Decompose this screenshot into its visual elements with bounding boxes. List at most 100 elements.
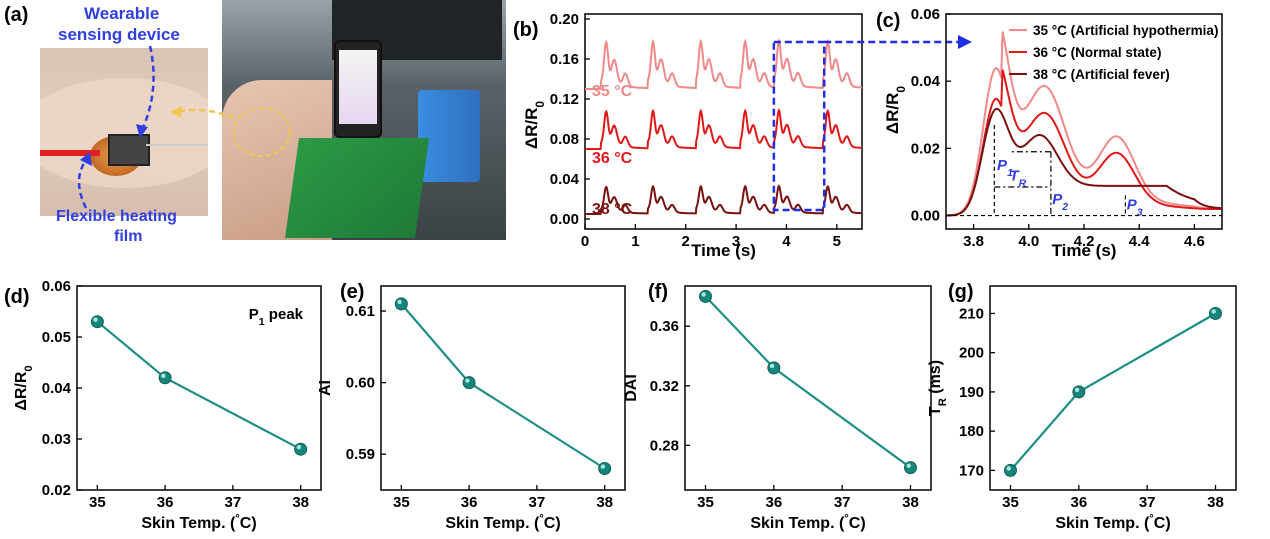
chart-e-xtick-label: 37 bbox=[529, 494, 546, 511]
chart-g-data-point-highlight bbox=[1006, 466, 1011, 471]
chart-b-xtick-label: 5 bbox=[833, 233, 841, 250]
chart-f-xtick-label: 37 bbox=[834, 494, 851, 511]
chart-e-data-point-highlight bbox=[465, 378, 470, 383]
chart-g: (g) 35 36 37 38 170 180 190 200 210 Skin Temp. (°C… bbox=[927, 281, 1237, 532]
chart-d: (d) 35 36 37 38 0.02 0.03 0.04 0.05 0.06 Skin Temp… bbox=[4, 278, 322, 532]
chart-c-series-line bbox=[946, 69, 1222, 217]
chart-e-ytick-label: 0.61 bbox=[346, 303, 375, 320]
chart-e-frame bbox=[380, 285, 626, 491]
chart-b-series-label: 36 °C bbox=[592, 150, 633, 167]
chart-d-data-point bbox=[294, 442, 308, 456]
chart-b-zoom-arrowhead bbox=[958, 35, 972, 49]
chart-e-data-point-highlight bbox=[397, 299, 402, 305]
chart-e-data-point bbox=[462, 376, 476, 390]
chart-b-xlabel: Time (s) bbox=[691, 241, 756, 260]
chart-f-xtick-label: 36 bbox=[765, 494, 782, 511]
chart-g-ytick-label: 170 bbox=[959, 462, 984, 479]
chart-d-data-point-highlight bbox=[296, 445, 302, 450]
chart-c-legend-label: 35 °C (Artificial hypothermia) bbox=[1033, 23, 1218, 38]
chart-f-ylabel: DAI bbox=[623, 374, 640, 402]
chart-d-xtick-label: 36 bbox=[157, 494, 174, 511]
annotation-overlay bbox=[77, 45, 291, 209]
chart-c-xtick-label: 4.0 bbox=[1018, 233, 1039, 250]
chart-f-data-point bbox=[699, 289, 712, 303]
chart-b-panel-letter: (b) bbox=[513, 19, 539, 41]
chart-c-ylabel: ΔR/R0 bbox=[883, 86, 908, 135]
chart-b-ytick-label: 0.12 bbox=[550, 91, 579, 108]
blue-arrow-device bbox=[140, 45, 155, 131]
chart-b-xtick-label: 2 bbox=[682, 233, 690, 250]
wire-image bbox=[146, 144, 208, 146]
battery-image bbox=[418, 90, 480, 182]
panel-a-letter: (a) bbox=[4, 4, 29, 26]
chart-f-xtick-label: 35 bbox=[697, 494, 714, 511]
chart-c-annotation-tr: TR bbox=[1009, 167, 1026, 189]
chart-g-ytick-label: 210 bbox=[959, 305, 984, 322]
chart-f-data-point-highlight bbox=[701, 292, 706, 297]
chart-d-xtick-label: 35 bbox=[89, 494, 106, 511]
chart-c-legend-label: 38 °C (Artificial fever) bbox=[1033, 67, 1170, 82]
chart-f-data-point-highlight bbox=[906, 463, 911, 468]
chart-e-xtick-label: 36 bbox=[461, 494, 478, 511]
panel-a: (a) Wearable sensing device Flexible hea… bbox=[0, 0, 510, 250]
chart-d-ytick-label: 0.03 bbox=[42, 431, 71, 448]
chart-b-series-label: 35 °C bbox=[592, 83, 633, 100]
chart-d-annotation: P1 peak bbox=[249, 306, 304, 328]
yellow-arrowhead bbox=[170, 106, 182, 118]
chart-g-ytick-label: 190 bbox=[959, 384, 984, 401]
chart-g-data-point-highlight bbox=[1211, 309, 1216, 314]
sensor-chip-image bbox=[108, 134, 150, 166]
chart-d-panel-letter: (d) bbox=[4, 286, 30, 308]
wearable-label-line1: Wearable bbox=[84, 4, 160, 23]
chart-c-ytick-label: 0.00 bbox=[911, 208, 940, 225]
chart-b-ytick-label: 0.00 bbox=[550, 211, 579, 228]
chart-c-annotation-p1: P1 bbox=[997, 157, 1013, 179]
chart-b-ytick-label: 0.16 bbox=[550, 51, 579, 68]
chart-b-ytick-label: 0.04 bbox=[550, 171, 580, 188]
chart-d-data-point bbox=[158, 371, 172, 385]
chart-c-ytick-label: 0.02 bbox=[911, 140, 940, 157]
chart-g-xlabel: Skin Temp. (°C) bbox=[1055, 513, 1170, 532]
chart-c-xtick-label: 4.6 bbox=[1184, 233, 1205, 250]
chart-g-panel-letter: (g) bbox=[948, 281, 974, 303]
chart-g-data-point bbox=[1072, 385, 1086, 399]
chart-e-xtick-label: 38 bbox=[596, 494, 613, 511]
blue-arrow-film bbox=[77, 159, 88, 209]
chart-e-xtick-label: 35 bbox=[393, 494, 410, 511]
chart-c-series-line bbox=[945, 107, 1223, 217]
chart-d-ytick-label: 0.04 bbox=[42, 380, 72, 397]
chart-g-data-point bbox=[1209, 306, 1222, 320]
chart-g-data-point bbox=[1004, 463, 1017, 477]
chart-b-xtick-label: 4 bbox=[782, 233, 791, 250]
chart-e-ytick-label: 0.60 bbox=[346, 375, 375, 392]
chart-e-data-point bbox=[598, 462, 612, 476]
chart-f-frame bbox=[684, 285, 932, 491]
chart-e-xlabel: Skin Temp. (°C) bbox=[445, 513, 560, 532]
chart-e-data-point-highlight bbox=[600, 464, 606, 469]
blue-arrowhead-device bbox=[136, 124, 148, 138]
chart-b-zoom-box bbox=[772, 40, 826, 212]
chart-f-ytick-label: 0.32 bbox=[650, 378, 679, 395]
chart-f-ytick-label: 0.36 bbox=[650, 318, 679, 335]
chart-c-xtick-label: 4.2 bbox=[1074, 233, 1095, 250]
chart-g-xtick-label: 38 bbox=[1207, 494, 1224, 511]
chart-b: (b) 35 °C 36 °C 38 °C0 1 2 3 4 5 0.00 0.04 0.08 0.12… bbox=[513, 11, 972, 260]
sensor-highlight-circle bbox=[233, 107, 291, 157]
chart-c-panel-letter: (c) bbox=[876, 10, 900, 32]
wearable-label-line2: sensing device bbox=[58, 25, 180, 44]
chart-d-xlabel: Skin Temp. (°C) bbox=[141, 513, 256, 532]
chart-b-frame bbox=[584, 13, 863, 230]
chart-d-xtick-label: 37 bbox=[225, 494, 242, 511]
chart-g-data-point-highlight bbox=[1074, 387, 1080, 393]
chart-f-panel-letter: (f) bbox=[648, 281, 668, 303]
chart-d-ytick-label: 0.02 bbox=[42, 482, 71, 499]
flexible-label-line2: film bbox=[114, 228, 143, 245]
setup-photo bbox=[222, 0, 506, 240]
chart-d-series-line bbox=[96, 320, 302, 451]
chart-b-ylabel: ΔR/R0 bbox=[522, 101, 547, 150]
chart-d-data-point-highlight bbox=[93, 317, 98, 322]
chart-d-ytick-label: 0.06 bbox=[42, 278, 71, 295]
red-cable-image bbox=[40, 150, 100, 156]
chart-d-ytick-label: 0.05 bbox=[42, 329, 71, 346]
chart-c-xtick-label: 3.8 bbox=[963, 233, 984, 250]
